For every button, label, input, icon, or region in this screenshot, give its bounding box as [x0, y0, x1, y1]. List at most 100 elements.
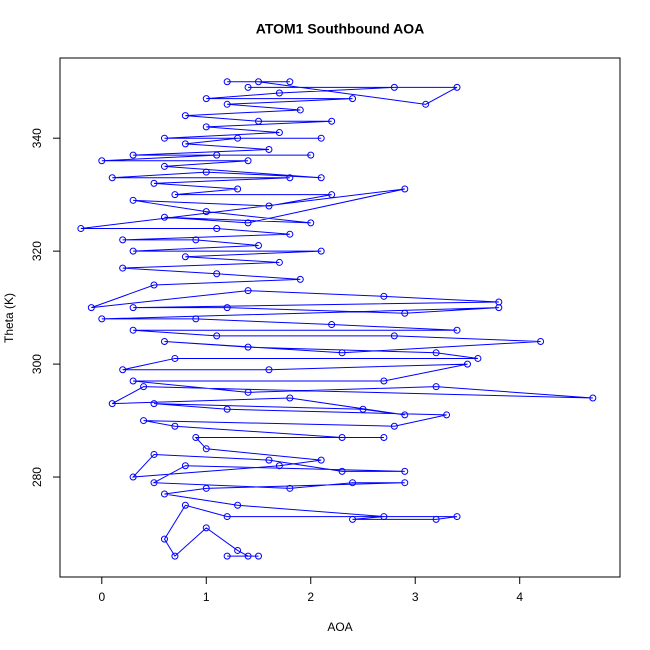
data-point — [202, 484, 210, 492]
data-point — [244, 219, 252, 227]
data-point — [192, 236, 200, 244]
data-point — [286, 484, 294, 492]
data-point — [223, 100, 231, 108]
data-point — [202, 208, 210, 216]
data-point — [390, 332, 398, 340]
data-point — [202, 445, 210, 453]
data-point — [181, 501, 189, 509]
data-point — [119, 264, 127, 272]
data-point — [108, 174, 116, 182]
data-point — [234, 501, 242, 509]
data-point — [307, 219, 315, 227]
data-point — [181, 140, 189, 148]
data-point — [286, 78, 294, 86]
data-point — [380, 377, 388, 385]
data-point — [223, 513, 231, 521]
data-point — [401, 467, 409, 475]
data-point — [307, 151, 315, 159]
data-point — [192, 434, 200, 442]
data-point — [202, 123, 210, 131]
data-point — [255, 78, 263, 86]
data-point — [349, 95, 357, 103]
data-point — [244, 388, 252, 396]
data-line — [80, 81, 593, 557]
data-point — [338, 467, 346, 475]
data-point — [129, 304, 137, 312]
data-point — [296, 275, 304, 283]
data-point — [401, 309, 409, 317]
data-point — [171, 552, 179, 560]
data-point — [119, 366, 127, 374]
data-point — [275, 258, 283, 266]
y-tick-label: 320 — [30, 241, 44, 261]
data-point — [171, 191, 179, 199]
data-point — [255, 117, 263, 125]
x-tick-label: 0 — [98, 590, 105, 604]
data-point — [390, 83, 398, 91]
data-point — [286, 174, 294, 182]
data-point — [160, 213, 168, 221]
data-point — [181, 462, 189, 470]
data-point — [589, 394, 597, 402]
data-point — [160, 338, 168, 346]
data-point — [275, 129, 283, 137]
data-point — [463, 360, 471, 368]
data-point — [432, 515, 440, 523]
data-point — [401, 411, 409, 419]
data-point — [244, 287, 252, 295]
data-point — [129, 377, 137, 385]
data-point — [265, 456, 273, 464]
data-point — [317, 174, 325, 182]
data-point — [119, 236, 127, 244]
data-point — [265, 366, 273, 374]
data-point — [129, 247, 137, 255]
data-point — [202, 95, 210, 103]
data-point — [223, 78, 231, 86]
data-point — [150, 179, 158, 187]
data-point — [390, 422, 398, 430]
data-point — [401, 185, 409, 193]
data-point — [244, 157, 252, 165]
data-point — [160, 162, 168, 170]
y-tick-label: 300 — [30, 354, 44, 374]
x-tick-label: 3 — [412, 590, 419, 604]
x-tick-label: 1 — [203, 590, 210, 604]
data-point — [223, 552, 231, 560]
data-point — [213, 151, 221, 159]
data-point — [244, 343, 252, 351]
data-point — [380, 434, 388, 442]
data-point — [255, 241, 263, 249]
data-point — [286, 394, 294, 402]
data-point — [380, 292, 388, 300]
x-axis-label: AOA — [327, 620, 352, 634]
data-point — [275, 462, 283, 470]
data-point — [495, 298, 503, 306]
data-point — [213, 270, 221, 278]
data-point — [129, 196, 137, 204]
data-point — [328, 117, 336, 125]
data-point — [150, 479, 158, 487]
data-point — [77, 225, 85, 233]
data-point — [328, 321, 336, 329]
data-point — [223, 304, 231, 312]
data-point — [150, 281, 158, 289]
data-point — [213, 332, 221, 340]
data-point — [140, 383, 148, 391]
data-point — [317, 456, 325, 464]
data-point — [129, 151, 137, 159]
data-point — [202, 524, 210, 532]
data-point — [317, 247, 325, 255]
data-point — [171, 354, 179, 362]
data-point — [150, 400, 158, 408]
data-point — [213, 225, 221, 233]
data-point — [359, 405, 367, 413]
data-point — [160, 535, 168, 543]
data-point — [192, 315, 200, 323]
data-point — [171, 422, 179, 430]
data-point — [234, 134, 242, 142]
x-tick-label: 4 — [516, 590, 523, 604]
chart-title: ATOM1 Southbound AOA — [256, 21, 425, 37]
data-point — [537, 338, 545, 346]
data-point — [129, 326, 137, 334]
